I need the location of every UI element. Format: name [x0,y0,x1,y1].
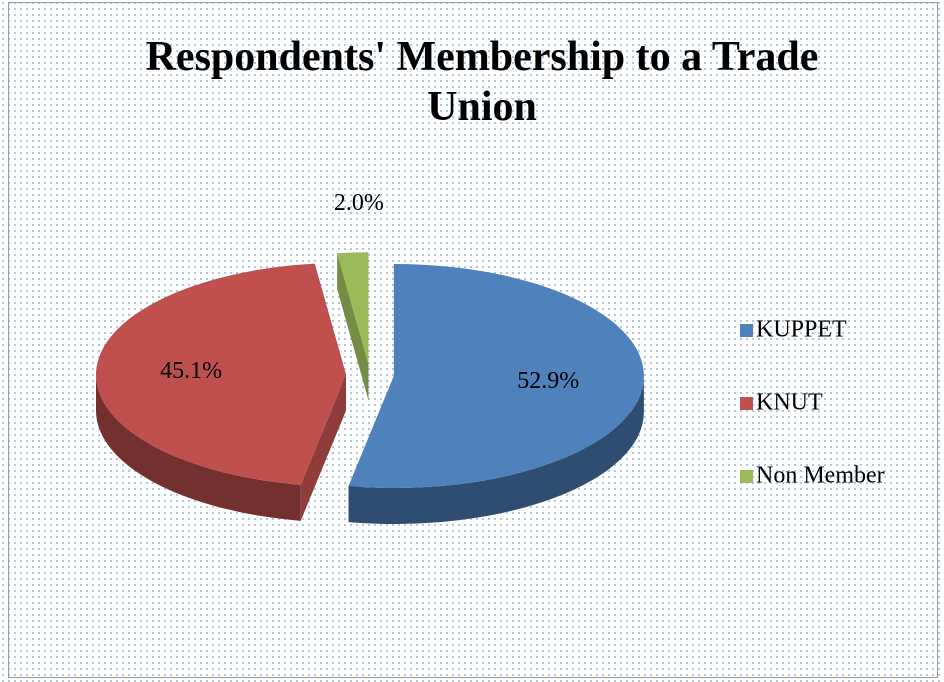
slice [337,252,369,365]
legend-label: KNUT [756,390,823,416]
legend-swatch [740,324,753,337]
slice-side [96,374,301,521]
slice-side [348,375,644,524]
pie-tops [96,252,644,488]
slice-wall [300,374,347,521]
data-label: 2.0% [334,190,384,216]
chart-frame [8,2,938,678]
slice [96,263,347,485]
slice [348,263,644,488]
legend-label: KUPPET [756,317,847,343]
legend-swatch [740,470,753,483]
data-label: 45.1% [160,358,222,384]
data-label: 52.9% [517,368,579,394]
legend-swatch [740,397,753,410]
chart-title: Respondents' Membership to a Trade Union [145,34,819,130]
legend-label: Non Member [756,463,885,489]
slice-wall [337,253,369,401]
